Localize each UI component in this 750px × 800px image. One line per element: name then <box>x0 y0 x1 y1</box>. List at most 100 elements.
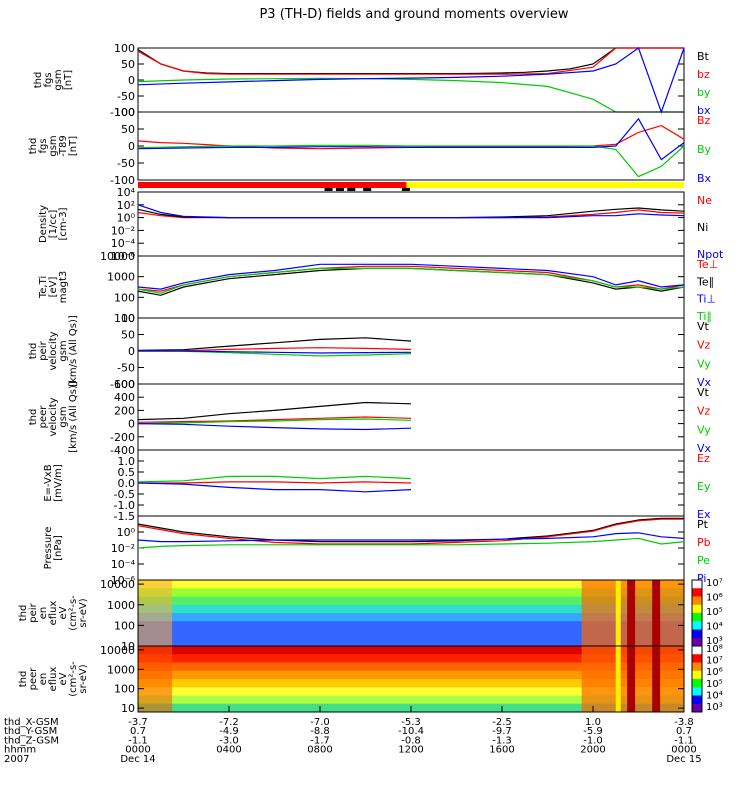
y-axis-label: thd peir velocity gsm [km/s (All Qs)] <box>28 315 79 387</box>
y-axis-label-line: thd <box>28 138 39 155</box>
y-axis-label-line: fgs <box>43 72 54 87</box>
legend-entry: Te∥ <box>696 275 714 288</box>
y-tick-label: 50 <box>121 329 135 342</box>
y-axis-label: thd fgs gsm -T89 [nT] <box>28 135 79 157</box>
y-axis-label-line: magt3 <box>58 271 69 304</box>
heatmap-band <box>138 637 684 647</box>
mode-strip-marker <box>324 188 333 191</box>
x-tick-label: -5.3 <box>401 717 421 728</box>
y-tick-label: 10⁰ <box>117 526 136 539</box>
panel-frame <box>137 515 685 581</box>
mode-strip-marker <box>363 188 372 191</box>
legend-entry: Ex <box>697 508 711 521</box>
colorbar-segment <box>692 596 702 606</box>
y-tick-label: 1.0 <box>118 455 136 468</box>
heatmap-band <box>138 596 684 606</box>
y-axis-label-line: thd <box>28 343 39 360</box>
y-axis-label-line: thd <box>18 671 29 688</box>
colorbar-tick-label: 10³ <box>706 702 723 713</box>
y-axis-label-line: eflux <box>48 667 59 692</box>
y-tick-label: 50 <box>121 58 135 71</box>
y-axis-label-line: peir <box>28 602 39 622</box>
colorbar-tick-label: 10⁴ <box>706 622 723 633</box>
x-tick-label: 0000 <box>671 745 696 756</box>
y-tick-label: 10² <box>117 199 135 212</box>
legend-entry: by <box>697 86 711 99</box>
y-axis-label-line: fgs <box>38 138 49 153</box>
y-tick-label: 0.5 <box>118 466 136 479</box>
heatmap-stripe <box>627 580 636 646</box>
x-tick-label: 0800 <box>307 745 332 756</box>
y-axis-label-line: velocity <box>48 331 59 370</box>
y-tick-label: 100 <box>114 42 135 55</box>
x-tick-label: -3.7 <box>128 717 148 728</box>
y-axis-label-line: velocity <box>48 397 59 436</box>
y-axis-label-line: gsm <box>53 69 64 90</box>
legend-entry: Vy <box>697 423 711 436</box>
series-line-Pe <box>137 537 685 549</box>
y-tick-label: 10 <box>121 702 135 715</box>
y-axis-label-line: (cm²-s- <box>68 595 79 631</box>
colorbar-segment <box>692 646 702 655</box>
colorbar-segment <box>692 695 702 705</box>
series-line-Bz <box>137 124 685 150</box>
y-axis-label-line: gsm <box>58 340 69 361</box>
colorbar-segment <box>692 687 702 696</box>
legend-entry: Pt <box>697 518 709 531</box>
heatmap-band <box>138 613 684 622</box>
y-tick-label: 100 <box>114 312 135 325</box>
x-row-label: thd_Z-GSM <box>4 735 59 746</box>
series-line-Te∥ <box>137 267 685 296</box>
series-line-Ti⊥ <box>137 263 685 290</box>
series-line-bx <box>137 47 685 114</box>
colorbar-segment <box>692 621 702 630</box>
colorbar-segment <box>692 580 702 589</box>
colorbar-tick-label: 10⁵ <box>706 607 723 618</box>
y-axis-label-line: sr-eV) <box>78 598 89 627</box>
y-tick-label: 10000 <box>100 250 135 263</box>
legend-entry: Ez <box>697 452 710 465</box>
legend-entry: Bt <box>697 50 710 63</box>
y-axis-label-line: peer <box>28 667 39 691</box>
heatmap-stripe <box>652 646 661 712</box>
mode-strip-marker <box>335 188 344 191</box>
x-tick-label: -7.2 <box>219 717 239 728</box>
heatmap-band <box>138 654 684 663</box>
x-tick-label: 1200 <box>398 745 423 756</box>
y-tick-label: -100 <box>110 378 135 391</box>
panel-2: 100 50 0 -50 -100 thd fgs gsm -T89 [nT] Bz By Bx <box>28 106 712 187</box>
y-tick-label: 10⁻⁴ <box>111 558 136 571</box>
series-line-by <box>137 77 684 113</box>
y-tick-label: 10⁻⁶ <box>111 574 136 587</box>
legend-entry: Vt <box>697 320 710 333</box>
y-axis-label-line: sr-eV) <box>78 664 89 693</box>
heatmap-stripe <box>652 580 661 646</box>
y-axis-label-line: eV <box>58 606 69 619</box>
colorbar-tick-label: 10⁷ <box>706 656 723 667</box>
legend-entry: Pe <box>697 554 710 567</box>
y-tick-label: 600 <box>114 378 135 391</box>
y-tick-label: -100 <box>110 106 135 119</box>
y-tick-label: -1.5 <box>114 510 135 523</box>
y-tick-label: 0.0 <box>118 477 136 490</box>
y-axis-label-line: peer <box>38 405 49 429</box>
heatmap-edge-left <box>138 646 173 712</box>
colorbar-segment <box>692 662 702 672</box>
x-tick-label: -1.1 <box>128 735 148 746</box>
x-tick-label: -0.8 <box>401 735 421 746</box>
series-line-Pb <box>137 518 684 545</box>
legend-entry: Vz <box>697 339 711 352</box>
y-tick-label: 100 <box>114 619 135 632</box>
heatmap-stripe <box>615 580 621 646</box>
legend-entry: Vx <box>697 376 712 389</box>
heatmap-band <box>138 662 684 672</box>
legend-entry: Ti⊥ <box>696 293 716 306</box>
series-line-Vt <box>137 401 412 421</box>
colorbar-frame <box>691 645 703 713</box>
y-tick-label: 400 <box>114 391 135 404</box>
y-tick-label: -0.5 <box>114 488 135 501</box>
y-tick-label: 10⁻⁴ <box>111 237 136 250</box>
y-axis-label: thd fgs gsm [nT] <box>33 69 74 90</box>
colorbar-segment <box>692 670 702 680</box>
panel-frame <box>137 255 685 319</box>
